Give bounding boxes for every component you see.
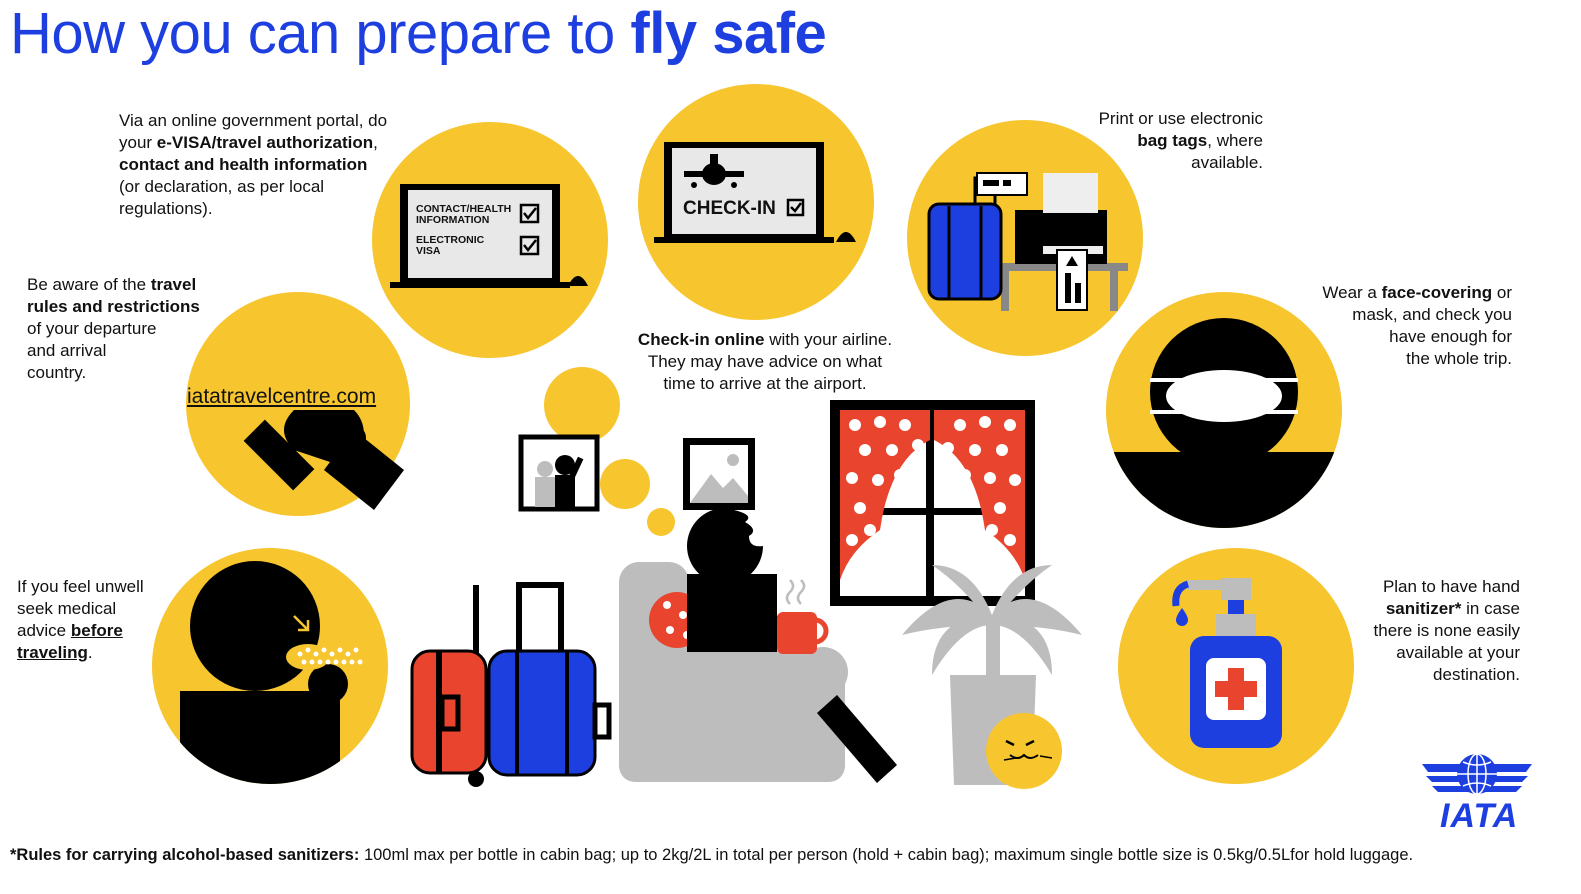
rules-illustration (186, 292, 410, 516)
iatatravelcentre-link[interactable]: iatatravelcentre.com (187, 385, 377, 408)
mask-illustration (1106, 292, 1342, 528)
page-title: How you can prepare to fly safe (10, 0, 827, 67)
unwell-text: If you feel unwell seek medical advice b… (17, 577, 144, 662)
plant-cat (902, 565, 1082, 789)
bagtags-text: Print or use electronic bag tags, where … (1098, 109, 1263, 172)
checkin-text: Check-in online with your airline. They … (637, 330, 893, 393)
iata-logo-text: IATA (1440, 797, 1519, 835)
evisa-illustration (372, 122, 608, 358)
bagtags-illustration (907, 120, 1143, 356)
rules-text: Be aware of the travel rules and restric… (27, 275, 200, 382)
mask-text: Wear a face-covering or mask, and check … (1322, 283, 1512, 368)
thought-bubbles (544, 367, 675, 536)
armchair-person (619, 508, 897, 783)
sanitizer-text: Plan to have hand sanitizer* in case the… (1373, 577, 1520, 684)
evisa-screen-item1: CONTACT/HEALTH INFORMATION (416, 203, 512, 226)
window-curtains (830, 400, 1035, 606)
evisa-screen-item2: ELECTRONIC VISA (416, 234, 485, 257)
iata-globe-logo (1422, 753, 1532, 795)
landscape-picture-frame (683, 438, 755, 510)
red-suitcase (410, 585, 488, 787)
sanitizer-illustration (1118, 548, 1354, 784)
unwell-illustration (152, 548, 388, 784)
blue-suitcase (487, 582, 612, 777)
checkin-screen-label: CHECK-IN (683, 198, 776, 219)
title-regular: How you can prepare to (10, 1, 631, 66)
evisa-text: Via an online government portal, do your… (119, 111, 388, 218)
title-bold: fly safe (630, 1, 827, 66)
family-photo-frame (518, 434, 600, 512)
footnote: *Rules for carrying alcohol-based saniti… (10, 846, 1414, 864)
checkin-illustration (638, 84, 874, 320)
